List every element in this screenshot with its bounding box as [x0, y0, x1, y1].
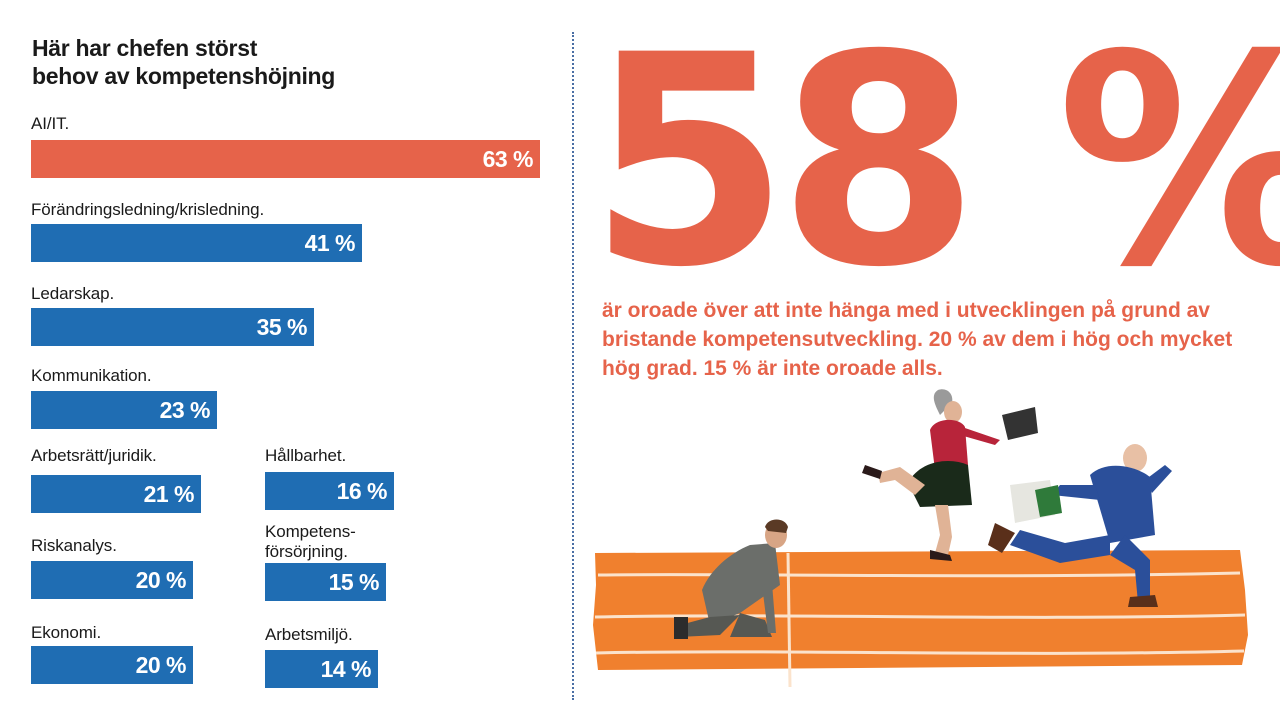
- category-label: Ledarskap.: [31, 284, 114, 304]
- category-label-line: Arbetsrätt/juridik.: [31, 446, 157, 465]
- chart-title: Här har chefen störst behov av kompetens…: [32, 34, 532, 90]
- category-label-line: Kommunikation.: [31, 366, 152, 385]
- bar: [31, 646, 193, 684]
- bar-value-label: 63 %: [482, 146, 534, 172]
- bar-value-label: 20 %: [135, 567, 187, 593]
- category-label: Arbetsrätt/juridik.: [31, 446, 157, 466]
- bar: [31, 308, 314, 346]
- category-label: Kompetens-försörjning.: [265, 522, 356, 562]
- bar: [31, 475, 201, 513]
- chart-title-line: Här har chefen störst: [32, 35, 258, 61]
- dotted-divider: [572, 32, 574, 700]
- category-label: Arbetsmiljö.: [265, 625, 353, 645]
- bar-value-label: 15 %: [328, 569, 380, 595]
- category-label-line: Förändringsledning/krisledning.: [31, 200, 265, 219]
- category-label-line: försörjning.: [265, 542, 348, 561]
- category-label-line: Riskanalys.: [31, 536, 117, 555]
- category-label-line: AI/IT.: [31, 114, 70, 133]
- category-label-line: Hållbarhet.: [265, 446, 347, 465]
- bar-value-label: 20 %: [135, 652, 187, 678]
- big-stat-value: 58 %: [588, 0, 1280, 331]
- bar: [31, 391, 217, 429]
- bar: [31, 140, 540, 178]
- bar: [31, 224, 362, 262]
- chart-title-line: behov av kompetenshöjning: [32, 63, 336, 89]
- running-woman-laptop-icon: [862, 389, 1038, 561]
- category-label: Kommunikation.: [31, 366, 152, 386]
- bar-value-label: 41 %: [304, 230, 356, 256]
- category-label-line: Ledarskap.: [31, 284, 115, 303]
- kneeling-man-icon: [674, 519, 788, 639]
- stat-description: är oroade över att inte hänga med i utve…: [602, 299, 1233, 380]
- bar: [265, 472, 394, 510]
- category-label: AI/IT.: [31, 114, 69, 134]
- bar: [31, 561, 193, 599]
- category-label: Förändringsledning/krisledning.: [31, 200, 264, 220]
- running-man-papers-icon: [988, 444, 1172, 607]
- bar-value-label: 14 %: [320, 656, 372, 682]
- category-label: Ekonomi.: [31, 623, 101, 643]
- category-label-line: Ekonomi.: [31, 623, 102, 642]
- bar-value-label: 35 %: [256, 314, 308, 340]
- category-label: Riskanalys.: [31, 536, 117, 556]
- bar-value-label: 21 %: [143, 481, 195, 507]
- category-label: Hållbarhet.: [265, 446, 346, 466]
- running-track-icon: [593, 389, 1248, 688]
- bar: [265, 563, 386, 601]
- category-label-line: Kompetens-: [265, 522, 356, 541]
- bar: [265, 650, 378, 688]
- bar-value-label: 16 %: [336, 478, 388, 504]
- bar-value-label: 23 %: [159, 397, 211, 423]
- category-label-line: Arbetsmiljö.: [265, 625, 353, 644]
